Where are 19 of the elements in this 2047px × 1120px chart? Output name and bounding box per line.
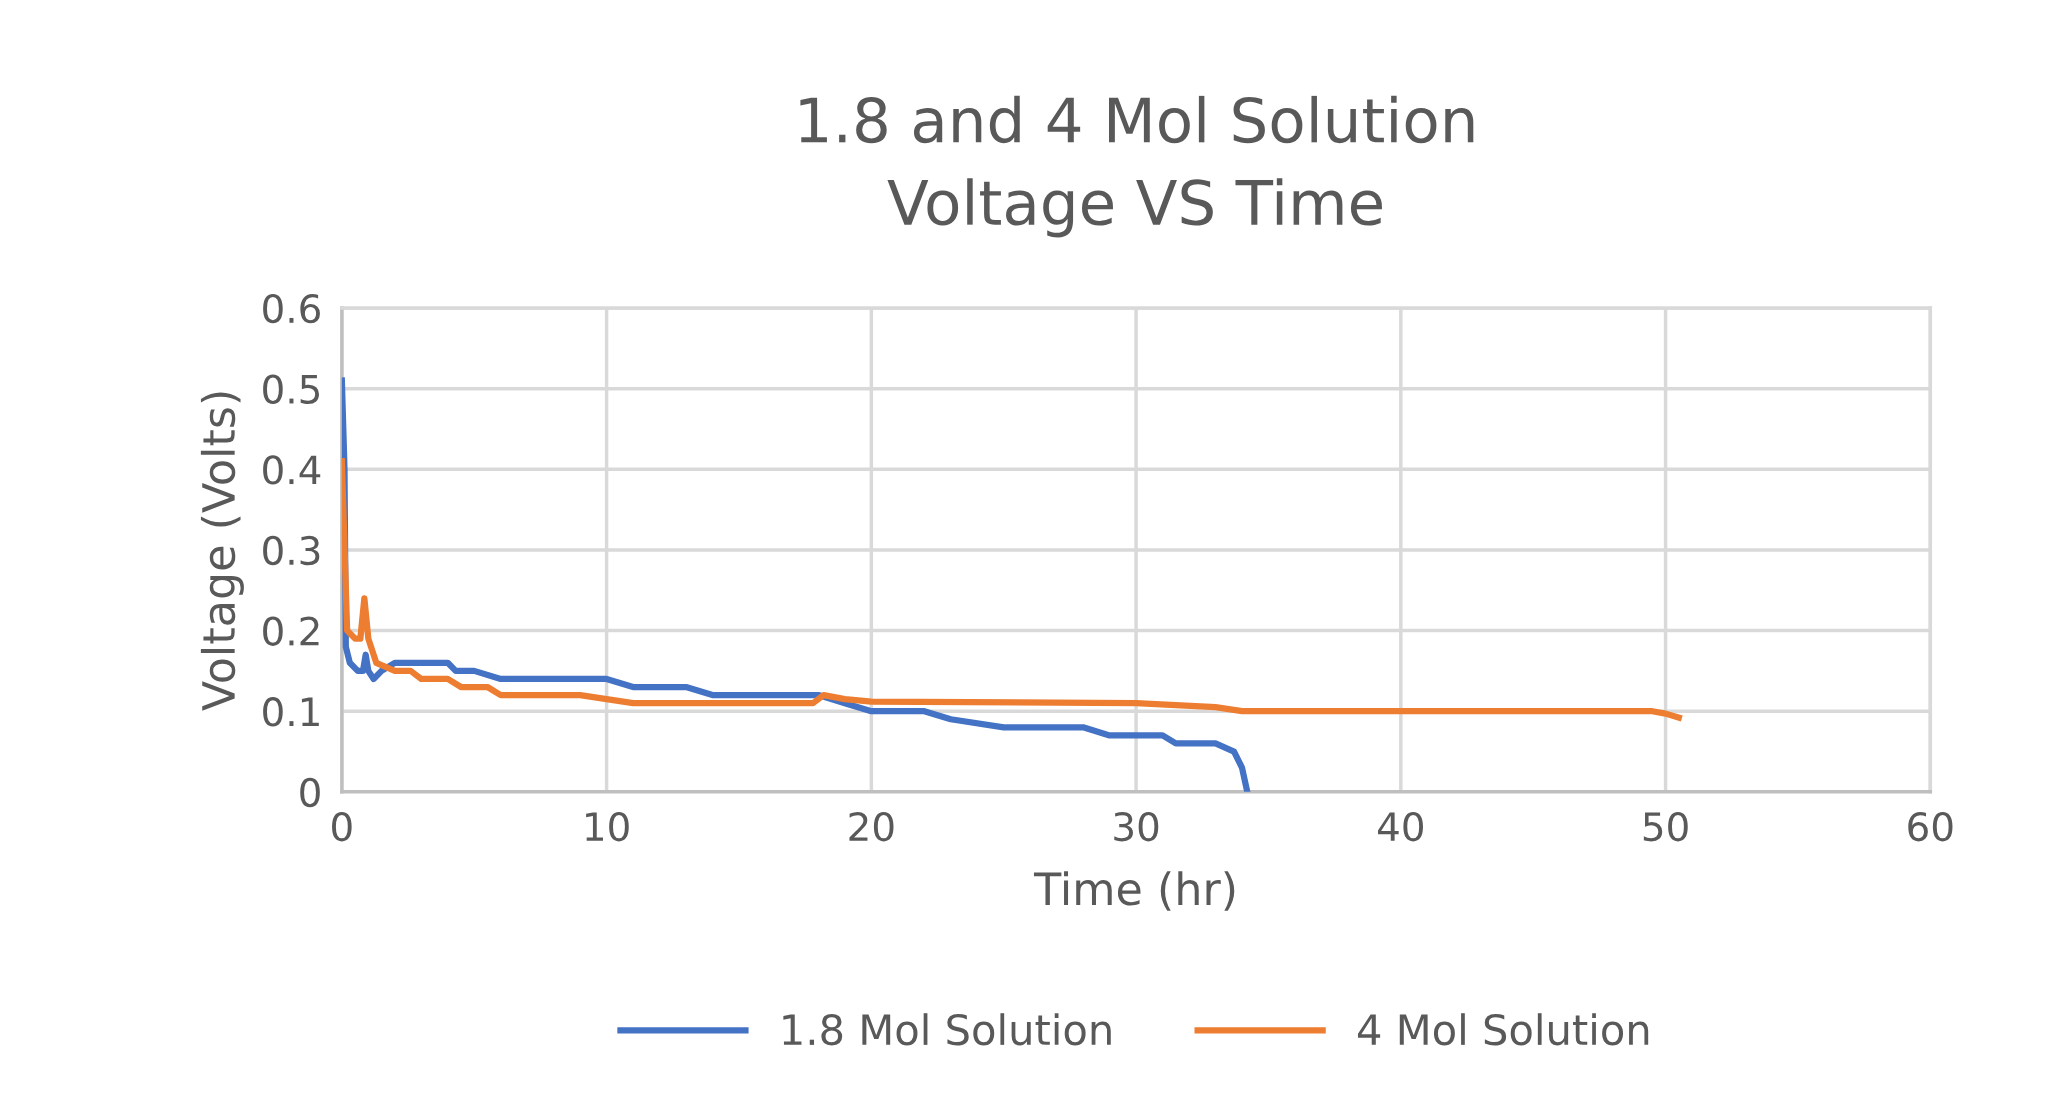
x-tick-label: 0	[332, 811, 352, 842]
legend-label: 1.8 Mol Solution	[783, 1013, 1111, 1046]
y-tick-label: 0.5	[263, 374, 320, 404]
y-tick-label: 0.1	[263, 697, 319, 727]
y-axis-title: Voltage (Volts)	[200, 392, 244, 711]
y-tick-label: 0	[300, 777, 320, 808]
x-tick-label: 40	[1377, 811, 1423, 842]
y-tick-label: 0.4	[263, 455, 321, 485]
x-tick-label: 10	[586, 811, 629, 842]
legend-label: 4 Mol Solution	[1358, 1013, 1649, 1046]
y-tick-label: 0.2	[263, 616, 319, 646]
y-tick-label: 0.3	[263, 535, 320, 566]
x-axis-title: Time (hr)	[1033, 871, 1235, 911]
x-tick-label: 60	[1908, 811, 1953, 842]
x-tick-label: 50	[1643, 811, 1688, 842]
x-tick-label: 30	[1114, 811, 1159, 842]
x-tick-label: 20	[849, 811, 894, 842]
chart-title: 1.8 and 4 Mol Solution Voltage VS Time	[800, 95, 1474, 238]
y-tick-label: 0.6	[263, 293, 320, 324]
